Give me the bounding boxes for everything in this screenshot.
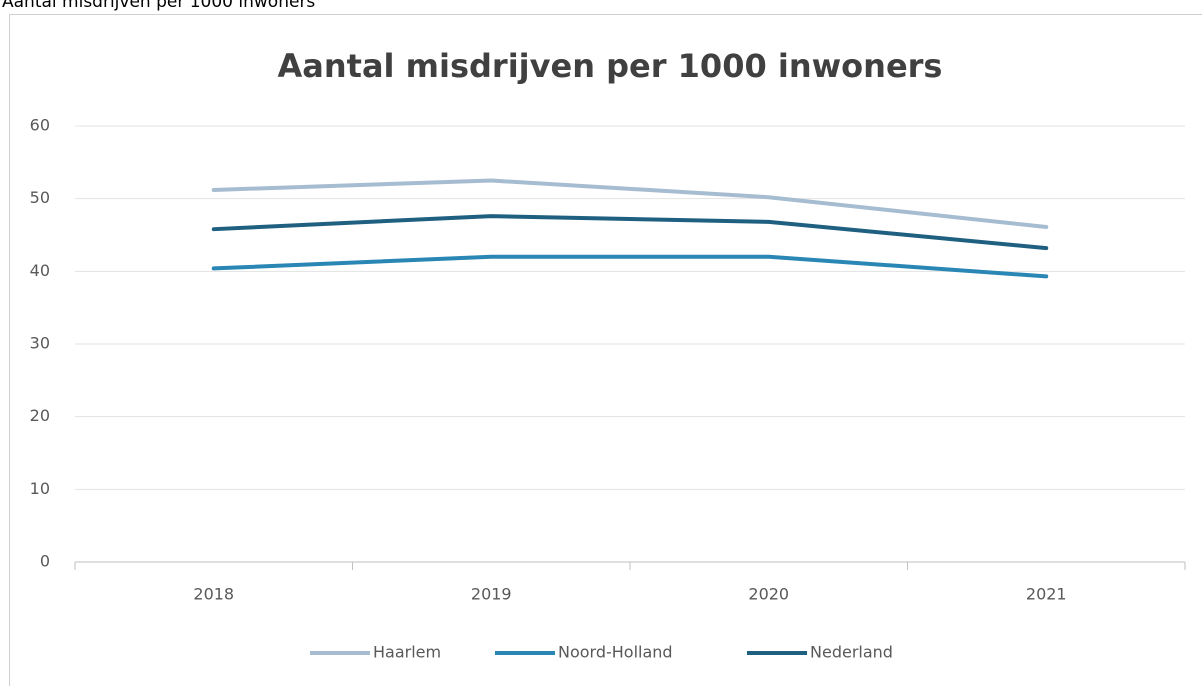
y-tick-label: 10 xyxy=(30,479,50,498)
series-line xyxy=(211,254,1049,279)
legend-label: Haarlem xyxy=(373,643,441,662)
caption: Aantal misdrijven per 1000 inwoners xyxy=(2,0,315,12)
chart-title: Aantal misdrijven per 1000 inwoners xyxy=(278,47,943,85)
y-tick-label: 30 xyxy=(30,334,50,353)
x-tick-label: 2018 xyxy=(193,585,234,604)
legend-label: Noord-Holland xyxy=(558,643,673,662)
legend-label: Nederland xyxy=(810,643,893,662)
x-tick-label: 2019 xyxy=(471,585,512,604)
y-tick-label: 0 xyxy=(40,552,50,571)
y-tick-label: 50 xyxy=(30,188,50,207)
chart-frame xyxy=(9,14,1202,686)
series-line xyxy=(211,214,1049,251)
y-tick-label: 60 xyxy=(30,116,50,135)
x-tick-label: 2021 xyxy=(1026,585,1067,604)
series-line xyxy=(211,178,1049,230)
x-tick-label: 2020 xyxy=(748,585,789,604)
y-tick-label: 40 xyxy=(30,261,50,280)
y-tick-label: 20 xyxy=(30,406,50,425)
